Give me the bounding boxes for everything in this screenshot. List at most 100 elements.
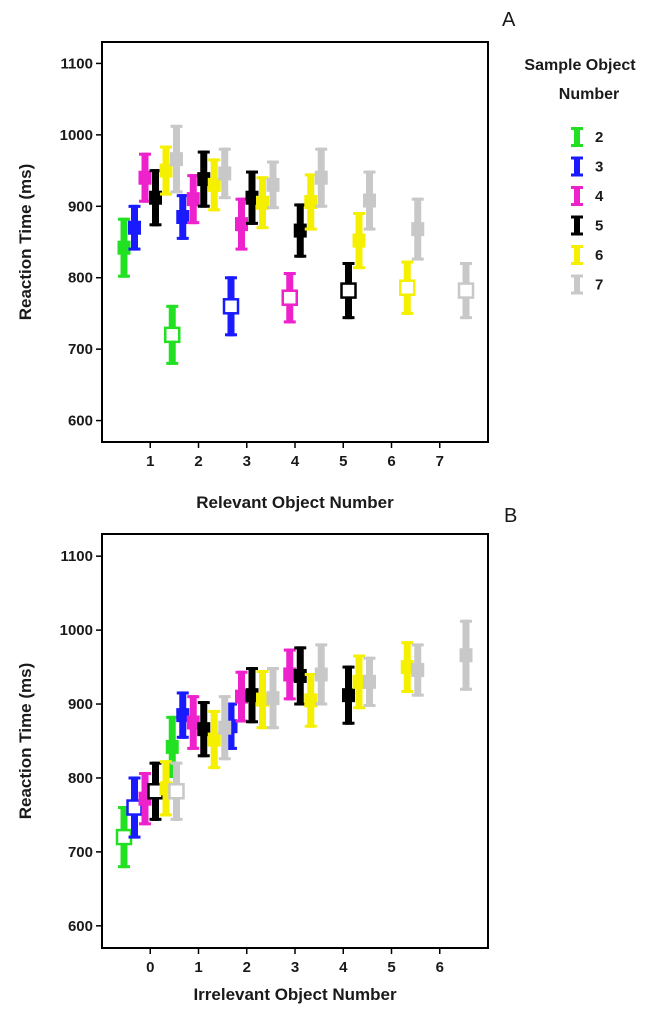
error-cap-top bbox=[401, 260, 414, 264]
error-cap-top bbox=[342, 262, 355, 265]
error-cap-bottom bbox=[170, 817, 183, 821]
data-point-series-6 bbox=[159, 145, 173, 196]
marker-filled bbox=[411, 222, 425, 237]
data-point-series-7 bbox=[411, 197, 425, 261]
error-cap-top bbox=[225, 702, 237, 706]
error-cap-top bbox=[411, 197, 424, 201]
error-cap-bottom bbox=[149, 817, 162, 821]
data-point-series-7 bbox=[314, 643, 328, 706]
marker-filled bbox=[186, 715, 200, 730]
marker-filled bbox=[293, 223, 307, 238]
x-tick-label: 3 bbox=[243, 453, 251, 470]
error-cap-top bbox=[218, 695, 231, 699]
error-cap-bottom bbox=[283, 697, 296, 701]
data-point-series-7 bbox=[457, 262, 475, 320]
error-cap-bottom bbox=[139, 199, 151, 203]
marker-filled bbox=[363, 193, 376, 208]
error-cap-top bbox=[118, 217, 130, 221]
data-point-series-2 bbox=[164, 304, 181, 365]
marker-filled bbox=[207, 732, 221, 747]
data-point-series-5 bbox=[245, 170, 259, 225]
error-cap-top bbox=[256, 670, 269, 674]
error-cap-top bbox=[170, 124, 183, 128]
axis-ticks-b: 600 700 800 900 1000 1100 0 1 2 3 4 5 6 bbox=[60, 548, 444, 976]
error-cap-top bbox=[235, 670, 248, 674]
error-cap-top bbox=[128, 776, 141, 780]
x-tick-label: 4 bbox=[291, 453, 300, 470]
legend-item-6: 6 bbox=[571, 245, 603, 265]
data-point-series-7 bbox=[363, 656, 376, 707]
error-cap-bottom bbox=[187, 221, 200, 225]
legend-swatch-cap bbox=[571, 215, 583, 219]
marker-filled bbox=[235, 217, 248, 232]
error-cap-top bbox=[166, 715, 179, 719]
axis-ticks-a: 600 700 800 900 1000 1100 1 2 3 4 5 6 7 bbox=[60, 55, 444, 470]
error-cap-bottom bbox=[118, 865, 130, 869]
marker-filled bbox=[165, 739, 179, 754]
error-cap-bottom bbox=[149, 223, 162, 227]
data-point-series-6 bbox=[207, 709, 221, 770]
error-cap-top bbox=[315, 147, 328, 151]
error-cap-bottom bbox=[235, 719, 248, 723]
marker-filled bbox=[235, 689, 248, 704]
error-cap-top bbox=[460, 262, 472, 265]
legend-swatch-cap bbox=[571, 127, 583, 130]
legend-item-7: 7 bbox=[571, 274, 603, 295]
data-point-series-7 bbox=[168, 761, 185, 821]
error-cap-bottom bbox=[342, 316, 355, 320]
marker-filled bbox=[207, 177, 221, 192]
legend-title-line1: Sample Object bbox=[524, 57, 636, 74]
legend-label: 5 bbox=[595, 218, 603, 235]
error-cap-top bbox=[246, 170, 258, 174]
error-cap-bottom bbox=[208, 766, 221, 770]
error-cap-top bbox=[187, 174, 200, 178]
legend-title-line2: Number bbox=[559, 86, 619, 103]
error-cap-bottom bbox=[218, 757, 231, 761]
data-point-series-3 bbox=[176, 691, 190, 739]
marker-filled bbox=[170, 152, 183, 167]
error-cap-top bbox=[294, 646, 307, 650]
error-cap-bottom bbox=[256, 726, 269, 730]
error-cap-top bbox=[118, 806, 130, 810]
data-point-series-6 bbox=[399, 260, 416, 315]
marker-filled bbox=[218, 720, 232, 735]
error-cap-top bbox=[166, 304, 179, 308]
data-point-series-6 bbox=[304, 173, 318, 231]
legend-swatch-cap bbox=[571, 173, 583, 177]
data-point-series-4 bbox=[283, 648, 297, 701]
error-cap-bottom bbox=[353, 706, 365, 710]
legend-items: 2 3 4 5 6 7 bbox=[571, 127, 604, 295]
marker-filled bbox=[304, 693, 318, 708]
y-tick-label: 1000 bbox=[60, 127, 93, 144]
error-cap-bottom bbox=[353, 266, 365, 270]
data-point-series-5 bbox=[340, 262, 357, 320]
data-point-series-4 bbox=[281, 272, 298, 324]
legend-label: 3 bbox=[595, 159, 603, 176]
legend-swatch-cap bbox=[571, 144, 583, 147]
error-cap-bottom bbox=[128, 835, 141, 839]
data-point-series-7 bbox=[363, 170, 376, 231]
data-point-series-5 bbox=[293, 203, 307, 258]
error-cap-bottom bbox=[283, 320, 296, 324]
marker-open bbox=[168, 783, 185, 800]
x-tick-label: 7 bbox=[436, 453, 444, 470]
error-cap-bottom bbox=[267, 206, 279, 210]
data-point-series-7 bbox=[218, 695, 232, 761]
legend-swatch-cap bbox=[571, 203, 583, 206]
error-cap-bottom bbox=[166, 774, 179, 778]
data-point-series-7 bbox=[411, 643, 425, 697]
error-cap-top bbox=[315, 643, 328, 647]
error-cap-bottom bbox=[160, 192, 172, 196]
marker-filled bbox=[352, 674, 366, 689]
error-cap-bottom bbox=[176, 236, 189, 240]
error-cap-bottom bbox=[460, 687, 472, 691]
marker-filled bbox=[197, 172, 211, 187]
y-tick-label: 700 bbox=[68, 844, 93, 861]
marker-filled bbox=[245, 688, 259, 703]
data-point-series-7 bbox=[218, 147, 232, 200]
y-axis-label-b: Reaction Time (ms) bbox=[16, 663, 35, 820]
marker-open bbox=[340, 282, 357, 299]
error-cap-bottom bbox=[160, 813, 172, 817]
marker-filled bbox=[218, 166, 232, 181]
